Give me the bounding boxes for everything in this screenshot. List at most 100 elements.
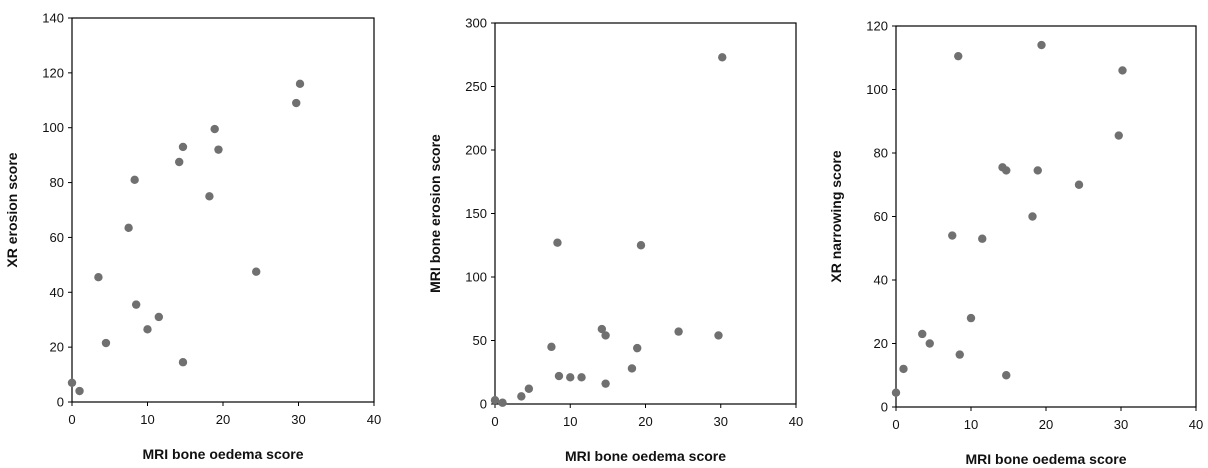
- x-tick-label: 0: [892, 417, 899, 432]
- chart-panel-2: 0 50 100 150 200 250 300 0 10 20 30 40 MRI bone oede…: [427, 16, 803, 465]
- data-point: [210, 124, 219, 134]
- data-point: [918, 329, 927, 339]
- y-tick-label: 100: [42, 120, 64, 135]
- y-axis-title: MRI bone erosion score: [427, 134, 443, 293]
- x-tick-label: 10: [964, 417, 978, 432]
- y-tick-label: 200: [465, 143, 487, 158]
- data-point: [517, 392, 526, 401]
- y-tick-label: 50: [473, 333, 487, 348]
- y-tick-label: 60: [50, 230, 64, 245]
- data-point: [131, 300, 141, 309]
- y-tick-label: 100: [866, 82, 888, 97]
- y-tick-label: 20: [50, 340, 64, 355]
- y-tick-label: 250: [465, 79, 487, 94]
- y-tick-label: 80: [874, 146, 888, 161]
- data-point: [75, 386, 84, 396]
- data-point: [891, 388, 901, 397]
- data-point: [524, 384, 534, 393]
- data-point: [178, 142, 188, 152]
- data-point: [124, 223, 133, 233]
- chart-panel-1: 0 20 40 60 80 100 120 140 0 10 20 30 40 MRI bone oede…: [4, 11, 381, 463]
- y-tick-label: 80: [50, 175, 64, 190]
- x-tick-label: 20: [638, 414, 652, 429]
- data-point: [143, 325, 152, 334]
- plot-frame: [71, 17, 375, 403]
- y-axis-title: XR narrowing score: [828, 150, 844, 282]
- data-point: [214, 145, 223, 154]
- data-point: [154, 312, 164, 322]
- x-axis-title: MRI bone oedema score: [142, 446, 303, 462]
- y-tick-label: 300: [465, 16, 487, 31]
- data-point: [94, 273, 103, 282]
- x-tick-label: 30: [1114, 417, 1128, 432]
- data-point: [1074, 180, 1084, 189]
- data-point: [178, 358, 188, 367]
- data-point: [1002, 371, 1011, 380]
- data-point: [67, 378, 77, 387]
- plot-frame: [895, 25, 1197, 408]
- x-tick-label: 40: [789, 414, 803, 429]
- data-point: [601, 331, 610, 340]
- y-tick-label: 150: [465, 206, 487, 221]
- y-tick-label: 120: [42, 65, 64, 80]
- y-axis-title: XR erosion score: [4, 152, 20, 267]
- data-point: [627, 364, 637, 373]
- x-tick-label: 10: [563, 414, 577, 429]
- data-point: [101, 338, 111, 348]
- x-axis-title: MRI bone oedema score: [965, 451, 1126, 467]
- data-point: [601, 379, 610, 388]
- x-tick-label: 20: [1039, 417, 1053, 432]
- data-point: [954, 51, 963, 61]
- data-point: [714, 331, 723, 340]
- y-tick-label: 0: [57, 395, 64, 410]
- data-point: [1028, 212, 1037, 221]
- data-point: [1114, 131, 1123, 140]
- y-tick-label: 0: [480, 397, 487, 412]
- data-point: [252, 267, 261, 276]
- data-point: [955, 350, 964, 359]
- x-tick-label: 0: [491, 414, 498, 429]
- y-tick-label: 40: [50, 285, 64, 300]
- y-tick-label: 20: [874, 336, 888, 351]
- plot-frame: [494, 22, 797, 405]
- y-tick-label: 0: [881, 400, 888, 415]
- data-point: [1118, 66, 1127, 75]
- x-tick-label: 30: [714, 414, 728, 429]
- data-point: [205, 192, 214, 201]
- chart-panel-3: 0 20 40 60 80 100 120 0 10 20 30 40 MRI bone oedema …: [828, 19, 1203, 468]
- y-tick-label: 40: [874, 273, 888, 288]
- data-point: [1033, 166, 1042, 175]
- x-tick-label: 10: [140, 412, 154, 427]
- data-point: [633, 343, 642, 353]
- data-point: [175, 157, 184, 167]
- data-point: [1002, 166, 1011, 175]
- data-point: [636, 241, 646, 250]
- x-axis-title: MRI bone oedema score: [565, 448, 726, 464]
- x-tick-label: 0: [68, 412, 75, 427]
- data-point: [295, 79, 305, 89]
- data-point: [292, 98, 301, 108]
- data-point: [498, 398, 507, 407]
- data-point: [948, 231, 957, 240]
- x-tick-label: 30: [291, 412, 305, 427]
- data-point: [554, 371, 564, 381]
- data-point: [978, 234, 987, 243]
- data-point: [577, 373, 586, 382]
- x-tick-label: 40: [1189, 417, 1203, 432]
- data-point: [547, 342, 556, 352]
- data-point: [1037, 40, 1046, 50]
- data-point: [966, 313, 976, 323]
- data-point: [674, 327, 683, 336]
- x-tick-label: 40: [367, 412, 381, 427]
- y-tick-label: 60: [874, 209, 888, 224]
- data-point: [597, 324, 607, 334]
- y-tick-label: 100: [465, 270, 487, 285]
- data-point: [553, 238, 562, 247]
- data-point: [718, 53, 727, 62]
- data-point: [130, 175, 139, 185]
- y-tick-label: 140: [42, 11, 64, 26]
- data-point: [925, 339, 934, 348]
- data-point: [566, 373, 575, 382]
- data-point: [899, 364, 908, 374]
